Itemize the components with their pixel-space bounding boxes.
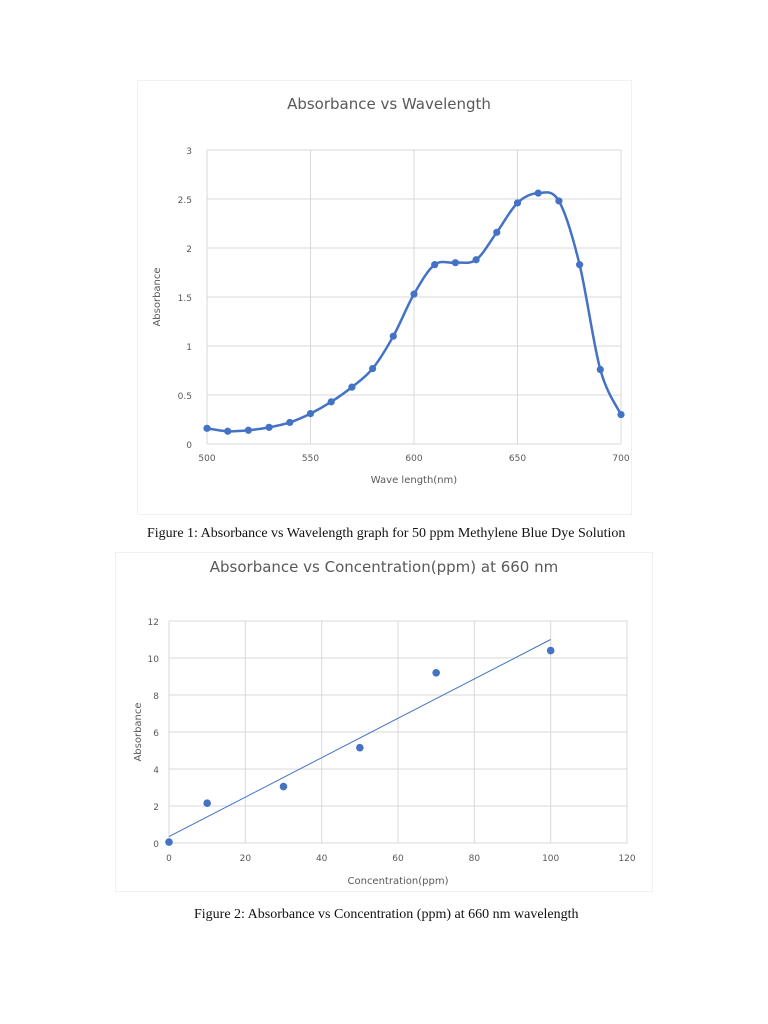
data-point [493,228,501,236]
svg-text:700: 700 [612,454,629,464]
data-point [348,383,356,391]
x-axis-label: Concentration(ppm) [348,876,449,887]
data-point [165,838,173,846]
data-point [596,365,604,374]
absorbance-vs-concentration-chart: Absorbance vs Concentration(ppm) at 660 … [133,558,636,887]
svg-text:550: 550 [302,454,319,464]
svg-text:0.5: 0.5 [178,392,192,402]
svg-text:10: 10 [148,655,160,665]
svg-text:80: 80 [469,854,481,864]
data-point [369,364,377,373]
svg-text:12: 12 [148,618,159,628]
svg-text:100: 100 [542,854,559,864]
svg-text:0: 0 [153,840,159,850]
gridlines [206,149,622,445]
data-point [432,669,440,677]
data-point [576,261,584,269]
data-points [203,189,625,435]
chart-title: Absorbance vs Concentration(ppm) at 660 … [210,558,558,576]
data-point [203,424,211,432]
data-points [165,646,555,846]
svg-text:2: 2 [153,803,159,813]
svg-text:4: 4 [153,766,159,776]
data-point [356,743,364,752]
x-axis-label: Wave length(nm) [371,475,457,486]
tick-labels: 0 0.5 1 1.5 2 2.5 3 500 550 600 650 700 [178,147,630,464]
svg-text:2.5: 2.5 [178,196,192,206]
data-point [327,398,335,406]
data-point [306,410,315,418]
svg-text:60: 60 [392,854,404,864]
y-axis-label: Absorbance [152,267,163,326]
data-point [555,197,563,205]
svg-text:650: 650 [509,454,526,464]
data-point [617,411,625,419]
data-point [546,646,555,655]
data-point [389,332,397,340]
svg-text:1.5: 1.5 [178,294,192,304]
data-point [472,256,480,264]
figure-2-caption: Figure 2: Absorbance vs Concentration (p… [194,907,579,922]
svg-text:600: 600 [405,454,422,464]
svg-text:0: 0 [186,441,192,451]
svg-text:120: 120 [618,854,635,864]
data-point [534,189,542,197]
svg-text:500: 500 [198,454,215,464]
trendline [168,639,551,837]
data-point [513,199,522,207]
chart-title: Absorbance vs Wavelength [287,95,491,113]
data-point [265,423,273,431]
svg-text:20: 20 [240,854,252,864]
data-point [431,261,439,269]
absorbance-vs-wavelength-chart: Absorbance vs Wavelength 0 0.5 1 1.5 2 2.5 3 500… [152,95,630,486]
svg-text:6: 6 [153,729,159,739]
data-point [286,418,294,427]
svg-text:40: 40 [316,854,328,864]
svg-text:8: 8 [153,692,159,702]
data-point [410,290,418,298]
y-axis-label: Absorbance [133,702,144,761]
figure-2-chart [115,552,653,892]
figure-1-caption: Figure 1: Absorbance vs Wavelength graph… [147,526,626,541]
svg-text:1: 1 [186,343,192,353]
data-point [203,799,211,808]
svg-text:0: 0 [166,854,172,864]
svg-text:2: 2 [186,245,192,255]
svg-text:3: 3 [186,147,192,157]
data-point [224,427,232,435]
data-point [279,782,288,791]
gridlines [168,620,628,844]
data-point [451,259,459,267]
data-point [244,426,252,434]
